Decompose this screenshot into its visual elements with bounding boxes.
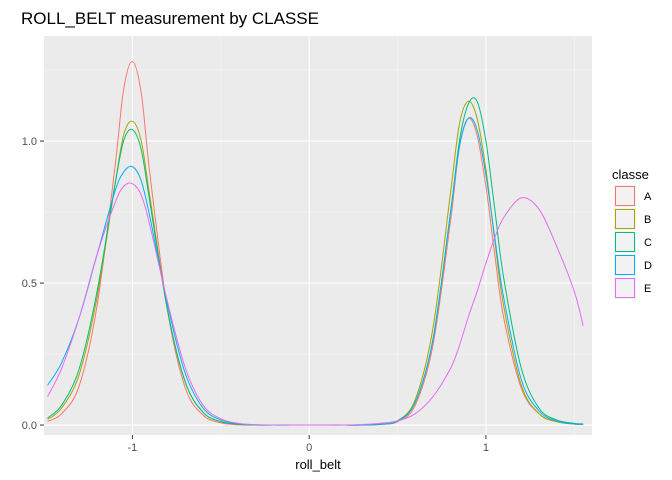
legend-swatch-a xyxy=(615,186,635,206)
y-axis-ticks: 0.0 0.5 1.0 xyxy=(22,136,44,432)
legend-title: classe xyxy=(612,167,649,182)
legend-swatch-e xyxy=(615,278,635,298)
legend-key-e xyxy=(614,277,636,299)
y-tick-label: 0.0 xyxy=(22,420,37,432)
legend-key-c xyxy=(614,231,636,253)
legend-key-b xyxy=(614,208,636,230)
legend-label-c: C xyxy=(644,237,652,249)
x-tick-label: 1 xyxy=(483,442,489,454)
legend-label-a: A xyxy=(644,191,652,203)
x-axis-ticks: -1 0 1 xyxy=(127,435,489,454)
density-curves xyxy=(47,61,584,426)
x-axis-label: roll_belt xyxy=(295,457,341,472)
x-tick-label: 0 xyxy=(306,442,312,454)
y-tick-label: 0.5 xyxy=(22,278,37,290)
legend-swatch-d xyxy=(615,255,635,275)
legend-swatch-c xyxy=(615,232,635,252)
minor-gridlines xyxy=(44,36,592,435)
plot-panel xyxy=(44,36,592,435)
y-tick-label: 1.0 xyxy=(22,136,37,148)
legend-label-e: E xyxy=(644,283,651,295)
legend-swatch-b xyxy=(615,209,635,229)
major-gridlines xyxy=(44,36,592,435)
chart-title: ROLL_BELT measurement by CLASSE xyxy=(21,9,319,28)
x-tick-label: -1 xyxy=(127,442,137,454)
legend-key-d xyxy=(614,254,636,276)
legend-key-a xyxy=(614,185,636,207)
legend-label-b: B xyxy=(644,214,651,226)
density-curve-e xyxy=(47,182,584,426)
legend-label-d: D xyxy=(644,260,652,272)
